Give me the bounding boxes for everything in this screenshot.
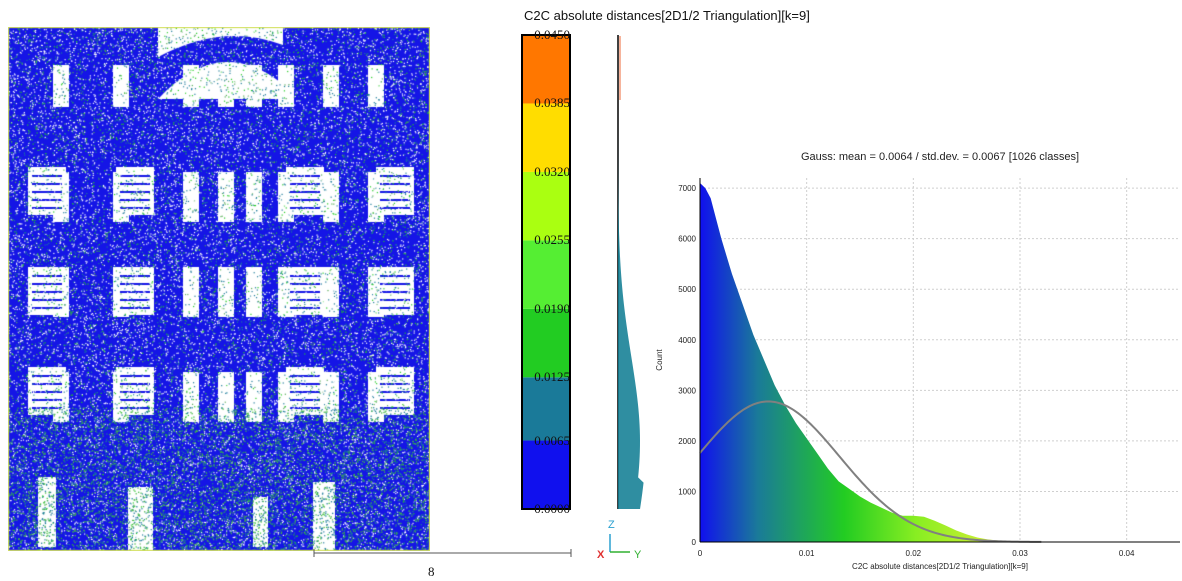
scalar-field-title: C2C absolute distances[2D1/2 Triangulati…	[524, 8, 810, 23]
y-tick-label: 5000	[678, 285, 696, 294]
y-tick-label: 3000	[678, 386, 696, 395]
axes-gizmo	[609, 534, 630, 553]
color-scale-tick-label: 0.0125	[534, 369, 570, 385]
color-scale-band	[522, 377, 570, 441]
y-tick-label: 6000	[678, 235, 696, 244]
gauss-curve	[699, 400, 1042, 543]
x-tick-label: 0	[698, 549, 703, 558]
chart-title: Gauss: mean = 0.0064 / std.dev. = 0.0067…	[801, 151, 1079, 163]
x-tick-label: 0.01	[799, 549, 815, 558]
color-scale-tick-label: 0.0190	[534, 300, 570, 316]
y-tick-label: 2000	[678, 437, 696, 446]
y-tick-label: 0	[692, 538, 697, 547]
axis-y-label: Y	[634, 549, 642, 561]
histogram-area	[700, 183, 1180, 542]
y-axis-label: Count	[655, 349, 664, 371]
color-scale-band	[522, 240, 570, 309]
color-scale-tick-label: 0.0255	[534, 232, 570, 248]
color-scale-tick-label: 0.0450	[534, 27, 570, 42]
color-scale-band	[522, 308, 570, 378]
color-scale-tick-label: 0.0000	[534, 501, 570, 516]
color-scale-frame	[521, 34, 571, 510]
scale-bar-value: 8	[428, 564, 435, 579]
color-scale-band	[522, 440, 570, 509]
color-scale-tick-label: 0.0320	[534, 163, 570, 179]
facade-point-cloud[interactable]	[8, 27, 430, 551]
x-tick-label: 0.04	[1119, 549, 1135, 558]
mini-histogram-shape	[618, 35, 644, 509]
y-tick-label: 1000	[678, 487, 696, 496]
axis-x-label: X	[597, 549, 605, 561]
point-cloud-viewer[interactable]: C2C absolute distances[2D1/2 Triangulati…	[0, 0, 810, 581]
color-scale-tick-label: 0.0385	[534, 95, 570, 111]
x-tick-label: 0.02	[906, 549, 922, 558]
x-tick-label: 0.03	[1012, 549, 1028, 558]
viewer-overlay	[313, 34, 644, 557]
color-scale-tick-label: 0.0065	[534, 432, 570, 448]
axis-z-label: Z	[608, 519, 615, 531]
color-scale-band	[522, 171, 570, 241]
x-axis-label: C2C absolute distances[2D1/2 Triangulati…	[852, 562, 1028, 571]
color-scale-band	[522, 103, 570, 172]
y-tick-label: 7000	[678, 184, 696, 193]
color-scale-band	[522, 35, 570, 104]
histogram-chart: Gauss: mean = 0.0064 / std.dev. = 0.0067…	[655, 151, 1180, 571]
y-tick-label: 4000	[678, 336, 696, 345]
